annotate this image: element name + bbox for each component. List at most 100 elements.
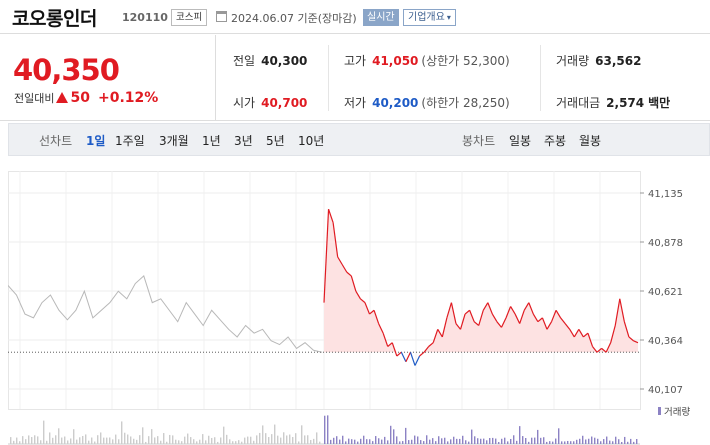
volume-bar-prev bbox=[94, 441, 96, 444]
volume-bar bbox=[573, 441, 575, 444]
realtime-button[interactable]: 실시간 bbox=[363, 9, 399, 26]
date-text: 2024.06.07 기준(장마감) bbox=[231, 12, 357, 25]
today-segment bbox=[514, 313, 521, 324]
volume-bar bbox=[372, 441, 374, 444]
volume-bar bbox=[630, 438, 632, 444]
today-segment bbox=[378, 323, 384, 334]
volume-bar bbox=[588, 438, 590, 444]
volume-bar-prev bbox=[235, 441, 237, 444]
today-segment bbox=[505, 306, 512, 319]
volume-bar bbox=[546, 441, 548, 444]
volume-bar bbox=[561, 441, 563, 444]
volume-bar bbox=[603, 439, 605, 444]
stock-code: 120110 bbox=[122, 11, 168, 24]
volume-bar-prev bbox=[157, 436, 159, 444]
volume-bar bbox=[498, 441, 500, 444]
volume-bar-prev bbox=[295, 433, 297, 444]
prev-day-line bbox=[8, 275, 323, 353]
volume-bar-prev bbox=[316, 432, 318, 444]
volume-bar-prev bbox=[250, 436, 252, 444]
today-series bbox=[323, 209, 639, 366]
tab-daily-candle[interactable]: 일봉 bbox=[509, 134, 532, 148]
volume-bar bbox=[612, 441, 614, 444]
volume-bar-prev bbox=[142, 427, 144, 444]
volume-bar bbox=[585, 439, 587, 444]
volume-bar-prev bbox=[283, 432, 285, 444]
volume-bar bbox=[405, 427, 407, 444]
volume-bar-prev bbox=[160, 440, 162, 444]
volume-legend-swatch bbox=[658, 407, 661, 415]
company-overview-button[interactable]: 기업개요 ▾ bbox=[403, 9, 456, 26]
volume-bar-prev bbox=[286, 435, 288, 444]
volume-bar bbox=[552, 441, 554, 444]
volume-bar bbox=[459, 438, 461, 444]
today-segment bbox=[391, 342, 398, 357]
today-segment bbox=[423, 346, 430, 353]
y-tick-label: 40,364 bbox=[648, 336, 683, 347]
volume-bar bbox=[570, 441, 572, 444]
volume-bar bbox=[354, 439, 356, 444]
volume-bar-prev bbox=[253, 440, 255, 444]
stat-prev-close: 전일 40,300 bbox=[233, 52, 307, 69]
today-segment bbox=[546, 321, 553, 330]
price-chart[interactable]: 41,135 40,878 40,621 40,364 40,107 거래량 bbox=[8, 157, 710, 445]
today-segment bbox=[510, 306, 516, 315]
stat-sub: (상한가 52,300) bbox=[421, 54, 510, 68]
tab-1d[interactable]: 1일 bbox=[86, 134, 106, 148]
volume-bar-prev bbox=[46, 440, 48, 444]
volume-bar bbox=[576, 439, 578, 444]
volume-bar bbox=[636, 438, 638, 444]
volume-bar-prev bbox=[79, 437, 81, 444]
volume-bar bbox=[417, 436, 419, 444]
y-tick-label: 41,135 bbox=[648, 189, 683, 200]
today-segment bbox=[337, 256, 343, 265]
volume-bar-prev bbox=[304, 435, 306, 444]
volume-bar bbox=[591, 436, 593, 444]
volume-bar-prev bbox=[298, 441, 300, 444]
volume-bar-prev bbox=[220, 437, 222, 444]
volume-bar-prev bbox=[244, 437, 246, 444]
volume-bar-prev bbox=[226, 434, 228, 444]
tab-1y[interactable]: 1년 bbox=[202, 134, 221, 148]
volume-bar bbox=[357, 441, 359, 444]
volume-bar-prev bbox=[115, 434, 117, 444]
volume-bar-prev bbox=[289, 434, 291, 444]
tab-1w[interactable]: 1주일 bbox=[115, 134, 145, 148]
volume-bar bbox=[402, 441, 404, 444]
volume-bar-prev bbox=[199, 439, 201, 444]
volume-bar bbox=[537, 429, 539, 444]
today-segment bbox=[450, 302, 457, 324]
tab-3y[interactable]: 3년 bbox=[234, 134, 253, 148]
volume-bar-prev bbox=[97, 435, 99, 444]
volume-bar-prev bbox=[175, 439, 177, 444]
volume-bar bbox=[540, 437, 542, 444]
volume-bar-prev bbox=[61, 437, 63, 444]
today-segment bbox=[496, 321, 502, 328]
volume-bar bbox=[324, 415, 326, 444]
volume-bar bbox=[381, 439, 383, 444]
stat-value: 40,200 bbox=[372, 96, 419, 110]
today-segment bbox=[441, 317, 448, 338]
volume-bar bbox=[432, 438, 434, 444]
volume-bar-prev bbox=[76, 439, 78, 444]
stat-low: 저가 40,200 (하한가 28,250) bbox=[344, 94, 510, 111]
tab-5y[interactable]: 5년 bbox=[266, 134, 285, 148]
volume-bar-prev bbox=[49, 432, 51, 444]
volume-bar-prev bbox=[172, 435, 174, 444]
volume-bar bbox=[534, 437, 536, 444]
today-segment bbox=[564, 323, 571, 330]
volume-legend: 거래량 bbox=[658, 406, 690, 418]
y-tick-label: 40,878 bbox=[648, 238, 683, 249]
today-segment bbox=[473, 321, 480, 326]
volume-bar-prev bbox=[106, 437, 108, 444]
volume-bar-prev bbox=[130, 436, 132, 444]
today-fill-area bbox=[324, 209, 638, 353]
tab-10y[interactable]: 10년 bbox=[298, 134, 325, 148]
tab-3m[interactable]: 3개월 bbox=[159, 134, 189, 148]
tab-weekly-candle[interactable]: 주봉 bbox=[544, 134, 567, 148]
today-segment bbox=[455, 323, 461, 330]
volume-bar bbox=[501, 438, 503, 444]
today-segment bbox=[560, 317, 566, 324]
volume-bar bbox=[387, 440, 389, 444]
tab-monthly-candle[interactable]: 월봉 bbox=[579, 134, 602, 148]
